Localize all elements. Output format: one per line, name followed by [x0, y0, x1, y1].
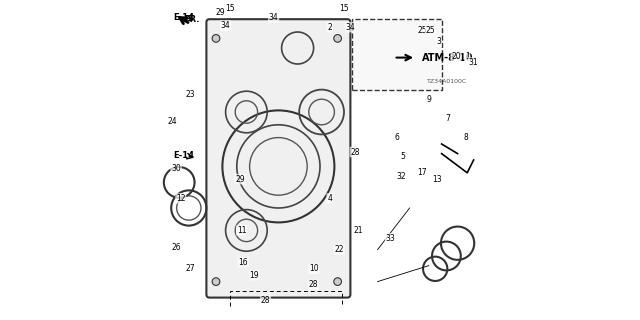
Text: 6: 6: [394, 133, 399, 142]
Text: 2: 2: [327, 23, 332, 32]
FancyBboxPatch shape: [352, 19, 442, 90]
Text: 27: 27: [186, 264, 195, 273]
Text: ATM-8-10: ATM-8-10: [422, 52, 474, 63]
Text: FR.: FR.: [184, 15, 200, 24]
Text: 19: 19: [250, 271, 259, 280]
Text: 3: 3: [436, 37, 441, 46]
Text: 28: 28: [309, 280, 318, 289]
Text: 31: 31: [468, 58, 479, 67]
Circle shape: [334, 35, 342, 42]
Text: 13: 13: [432, 175, 442, 184]
Text: 29: 29: [216, 8, 226, 17]
Text: 34: 34: [269, 13, 278, 22]
Text: 4: 4: [327, 194, 332, 203]
Text: 28: 28: [351, 148, 360, 156]
Text: 24: 24: [168, 117, 178, 126]
Text: 20: 20: [451, 52, 461, 60]
Text: 21: 21: [354, 226, 363, 235]
Text: 15: 15: [339, 4, 349, 12]
Text: E-14: E-14: [173, 13, 195, 22]
Text: 34: 34: [221, 21, 230, 30]
Text: E-14: E-14: [173, 151, 195, 160]
Circle shape: [334, 278, 342, 285]
Text: 15: 15: [225, 4, 236, 12]
Text: 26: 26: [171, 244, 181, 252]
Text: 16: 16: [238, 258, 248, 267]
Text: 23: 23: [186, 90, 195, 99]
Text: TZ34A0100C: TZ34A0100C: [427, 79, 467, 84]
Text: 32: 32: [397, 172, 406, 180]
Text: 33: 33: [385, 234, 396, 243]
Text: 5: 5: [401, 152, 406, 161]
Text: 12: 12: [176, 194, 186, 203]
Text: 25: 25: [417, 26, 428, 35]
Text: 7: 7: [445, 114, 451, 123]
Text: 11: 11: [237, 226, 246, 235]
Text: 22: 22: [335, 245, 344, 254]
Circle shape: [212, 278, 220, 285]
Text: 17: 17: [417, 168, 428, 177]
Text: 30: 30: [171, 164, 181, 172]
Text: 34: 34: [346, 23, 355, 32]
Text: 29: 29: [235, 175, 245, 184]
Text: 10: 10: [308, 264, 319, 273]
Circle shape: [212, 35, 220, 42]
FancyBboxPatch shape: [206, 19, 351, 298]
Text: 8: 8: [463, 133, 468, 142]
Text: 1: 1: [465, 52, 470, 60]
Text: 9: 9: [426, 95, 431, 104]
Text: 28: 28: [261, 296, 270, 305]
Text: 25: 25: [426, 26, 435, 35]
